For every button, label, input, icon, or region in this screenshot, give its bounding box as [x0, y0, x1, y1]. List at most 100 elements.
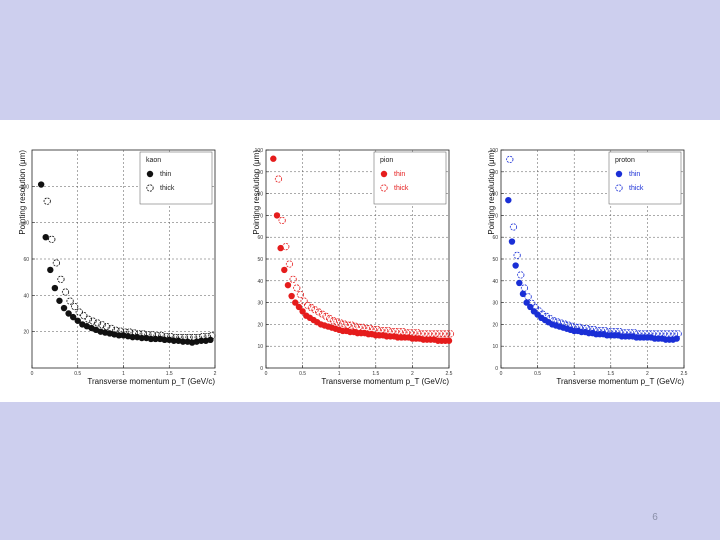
y-tick-label: 40 [257, 279, 263, 285]
data-point-thin [519, 290, 527, 298]
data-point-thick [366, 324, 374, 332]
data-point-thick [93, 319, 102, 327]
y-tick-label: 80 [23, 221, 29, 227]
y-tick-label: 0 [260, 366, 263, 372]
data-point-thin [516, 279, 523, 287]
data-point-thick [185, 333, 193, 342]
data-point-thick [623, 329, 631, 337]
data-point-thick [377, 326, 385, 335]
legend-label-thick: thick [394, 185, 409, 192]
y-tick-label: 20 [257, 322, 263, 328]
data-point-thin [527, 303, 534, 311]
data-point-thick [667, 330, 675, 338]
data-point-thick [351, 322, 359, 330]
data-point-thick [634, 330, 642, 338]
data-point-thick [652, 330, 660, 338]
data-point-thick [176, 333, 184, 342]
data-point-thick [52, 259, 60, 267]
proton-resolution-chart: 0 10 20 30 40 50 60 70 80 90 100 0 0.5 1 1.5 2 2.5Transv… [487, 148, 688, 386]
data-point-thick [278, 216, 286, 225]
data-point-thick [116, 327, 125, 335]
data-point-thick [348, 321, 356, 329]
x-tick-label: 0 [31, 371, 34, 377]
data-point-thin [505, 196, 512, 204]
legend-box [608, 151, 682, 205]
data-point-thin [129, 333, 136, 341]
data-point-thick [304, 301, 312, 310]
data-point-thick [619, 329, 627, 337]
data-point-thick [135, 330, 143, 338]
data-point-thick [572, 323, 580, 331]
data-point-thick [568, 322, 576, 330]
y-tick-label: 90 [492, 170, 498, 176]
y-tick-label: 100 [490, 148, 499, 154]
pion-resolution-chart: 0 10 20 30 40 50 60 70 80 90 100 0 0.5 1 1.5 2 2.5Transv… [252, 148, 455, 386]
data-point-thin [115, 332, 123, 339]
x-tick-label: 1.5 [166, 371, 173, 377]
data-point-thin [508, 238, 516, 245]
y-tick-label: 10 [492, 344, 498, 350]
data-point-thick [605, 328, 613, 336]
data-point-thick [144, 331, 152, 339]
data-point-thick [48, 235, 56, 243]
data-point-thick [439, 330, 447, 338]
y-tick-label: 30 [492, 301, 498, 307]
data-point-thick [190, 333, 198, 342]
data-point-thick [564, 321, 572, 329]
data-point-thin [65, 310, 72, 317]
data-point-thick [66, 297, 74, 305]
data-point-thick [171, 333, 179, 342]
data-point-thick [443, 330, 451, 338]
data-point-thick [307, 304, 316, 312]
legend-label-thick: thick [629, 185, 644, 192]
data-point-thin [51, 284, 59, 292]
data-point-thick [594, 326, 602, 335]
data-point-thick [337, 319, 345, 327]
x-tick-label: 1 [338, 371, 341, 377]
data-point-thick [524, 293, 532, 301]
data-point-thick [428, 330, 436, 338]
data-point-thick [399, 328, 407, 336]
data-point-thick [199, 332, 207, 341]
data-point-thick [370, 325, 378, 334]
x-tick-label: 0.5 [534, 371, 541, 377]
data-point-thick [107, 324, 115, 332]
data-point-thick [362, 324, 370, 332]
data-point-thin [299, 308, 306, 315]
data-point-thin [523, 299, 530, 306]
x-axis-label: Transverse momentum p_T (GeV/c) [556, 377, 684, 386]
data-point-thick [663, 330, 671, 338]
data-point-thick [208, 332, 216, 340]
legend-marker-thin [615, 170, 623, 178]
data-point-thick [645, 330, 653, 338]
legend-label-thick: thick [160, 185, 175, 192]
y-tick-label: 50 [257, 257, 263, 263]
data-point-thick [583, 324, 591, 332]
legend-title: kaon [146, 157, 161, 164]
y-axis-label: Pointing resolution (μm) [252, 150, 261, 235]
y-tick-label: 100 [21, 184, 30, 190]
data-point-thick [194, 333, 202, 342]
data-point-thick [318, 310, 327, 318]
y-tick-label: 50 [492, 257, 498, 263]
y-tick-label: 70 [492, 213, 498, 219]
data-point-thin [60, 304, 68, 312]
y-tick-label: 20 [23, 330, 29, 336]
legend-label-thin: thin [394, 171, 405, 178]
data-point-thin [207, 336, 214, 344]
legend-marker-thin [146, 170, 154, 178]
data-point-thick [641, 330, 649, 338]
data-point-thick [553, 318, 562, 326]
data-point-thick [586, 325, 594, 334]
x-tick-label: 1 [122, 371, 125, 377]
data-point-thick [274, 175, 283, 183]
data-point-thick [75, 308, 83, 316]
data-point-thick [125, 328, 134, 336]
y-axis-label: Pointing resolution (μm) [18, 150, 27, 235]
x-tick-label: 1.5 [372, 371, 379, 377]
data-point-thick [656, 330, 664, 338]
legend-box [139, 151, 213, 205]
data-point-thick [296, 290, 305, 299]
data-point-thick [282, 243, 290, 251]
data-point-thick [139, 330, 147, 338]
